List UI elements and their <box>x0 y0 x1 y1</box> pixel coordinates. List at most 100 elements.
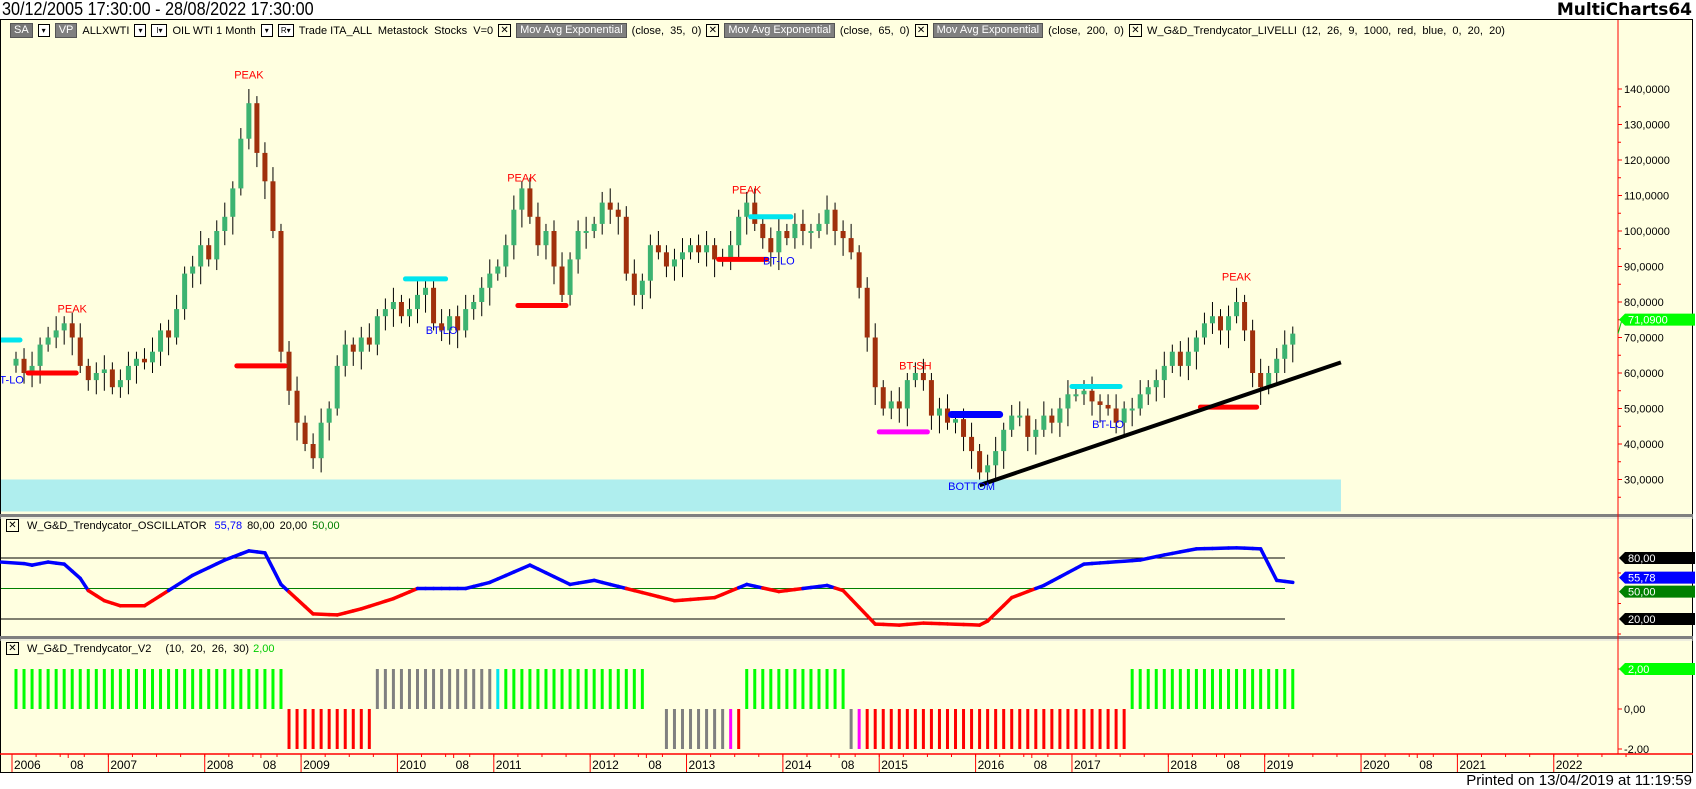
candle-body <box>776 231 782 253</box>
candle-body <box>133 358 139 366</box>
candle-body <box>53 330 59 338</box>
oscillator-segment <box>1282 579 1295 585</box>
oscillator-segment <box>993 603 1006 615</box>
histogram-bar <box>191 669 195 709</box>
oscillator-value: 55,78 <box>214 519 243 532</box>
histogram-bar <box>1210 669 1214 709</box>
annotation-peak: PEAK <box>1222 272 1252 284</box>
remove-oscillator-icon[interactable]: ✕ <box>6 519 19 532</box>
candle-body <box>77 337 83 366</box>
histogram-bar <box>94 669 98 709</box>
histogram-bar <box>295 709 299 749</box>
candle-body <box>1041 415 1047 430</box>
histogram-bar <box>1283 669 1287 709</box>
histogram-value: 2,00 <box>253 642 275 655</box>
histogram-bar <box>697 709 701 749</box>
histogram-bar <box>632 669 636 709</box>
candle-body <box>278 231 284 352</box>
time-axis-label: 2021 <box>1459 758 1486 772</box>
study-name[interactable]: Mov Avg Exponential <box>516 23 627 38</box>
study-name[interactable]: Mov Avg Exponential <box>724 23 835 38</box>
candle-body <box>1250 330 1256 373</box>
histogram-bar <box>512 669 516 709</box>
histogram-bar <box>159 669 163 709</box>
histogram-bar <box>817 669 821 709</box>
histogram-bar <box>271 669 275 709</box>
oscillator-axis-label: 20,00 <box>1628 614 1656 626</box>
candle-body <box>961 419 967 437</box>
support-band <box>1 479 1341 512</box>
histogram-bar <box>1162 669 1166 709</box>
sa-dropdown-icon[interactable]: ▾ <box>37 24 50 37</box>
candle-body <box>712 245 718 260</box>
histogram-bar <box>721 709 725 749</box>
sa-button[interactable]: SA <box>10 23 33 38</box>
annotation-bt-lo: BT-LO <box>0 375 24 387</box>
instrument-dropdown-icon[interactable]: ▾ <box>260 24 273 37</box>
annotation-bt-sh: BT-SH <box>899 360 931 372</box>
histogram-bar <box>496 669 500 709</box>
study-name[interactable]: Mov Avg Exponential <box>932 23 1044 38</box>
remove-histogram-icon[interactable]: ✕ <box>6 642 19 655</box>
candle-body <box>663 252 669 267</box>
remove-study-icon[interactable]: ✕ <box>706 24 720 37</box>
oscillator-segment <box>303 604 315 616</box>
histogram-bar <box>520 669 524 709</box>
instrument-label: OIL WTI 1 Month <box>172 24 256 37</box>
candle-body <box>1049 415 1055 423</box>
histogram-bar <box>440 669 444 709</box>
candle-body <box>342 344 348 366</box>
remove-study-icon[interactable]: ✕ <box>914 24 928 37</box>
symbol-label: ALLXWTI <box>82 24 130 37</box>
histogram-bar <box>889 709 893 749</box>
histogram-bar <box>584 669 588 709</box>
histogram-bar <box>849 709 853 749</box>
histogram-bar <box>1010 709 1014 749</box>
remove-study-icon[interactable]: ✕ <box>1128 24 1142 37</box>
oscillator-segment <box>62 562 74 573</box>
histogram-bar <box>151 669 155 709</box>
histogram-bar <box>464 669 468 709</box>
last-price-tag <box>1619 313 1695 326</box>
candle-body <box>1121 408 1127 423</box>
candle-body <box>61 323 67 331</box>
histogram-bar <box>737 709 741 749</box>
histogram-bar <box>937 709 941 749</box>
oscillator-segment <box>70 569 82 581</box>
histogram-bar <box>1219 669 1222 709</box>
candle-body <box>631 273 637 295</box>
r-box[interactable]: R▾ <box>277 24 294 37</box>
histogram-bar <box>287 709 291 749</box>
histogram-bar <box>544 669 548 709</box>
candle-body <box>1129 408 1135 411</box>
histogram-bar <box>367 709 371 749</box>
remove-study-icon[interactable]: ✕ <box>498 24 512 37</box>
candle-body <box>318 422 324 459</box>
candle-body <box>944 408 950 423</box>
histogram-bar <box>769 669 773 709</box>
date-range-title: 30/12/2005 17:30:00 - 28/08/2022 17:30:0… <box>2 0 314 19</box>
candle-body <box>294 390 300 423</box>
candle-body <box>936 408 942 416</box>
data-info: Trade ITA_ALL Metastock Stocks V=0 <box>298 24 494 37</box>
candle-body <box>832 209 838 231</box>
oscillator-segment <box>0 560 26 566</box>
candle-body <box>567 259 573 295</box>
symbol-dropdown-icon[interactable]: ▾ <box>134 24 147 37</box>
candle-body <box>109 369 115 388</box>
study-name[interactable]: W_G&D_Trendycator_LIVELLI <box>1146 24 1297 37</box>
candle-body <box>190 266 196 274</box>
histogram-bar <box>745 669 749 709</box>
histogram-header: ✕ W_G&D_Trendycator_V2 (10, 20, 26, 30) … <box>6 642 275 655</box>
histogram-bar <box>1259 669 1263 709</box>
interval-box[interactable]: I▾ <box>151 24 168 37</box>
time-axis-label: 2022 <box>1556 758 1583 772</box>
candle-body <box>246 103 252 139</box>
candle-body <box>117 380 123 388</box>
candle-body <box>1025 415 1031 437</box>
candle-body <box>222 216 228 231</box>
histogram-bar <box>343 709 347 749</box>
vp-button[interactable]: VP <box>54 23 78 38</box>
candle-body <box>455 316 461 331</box>
